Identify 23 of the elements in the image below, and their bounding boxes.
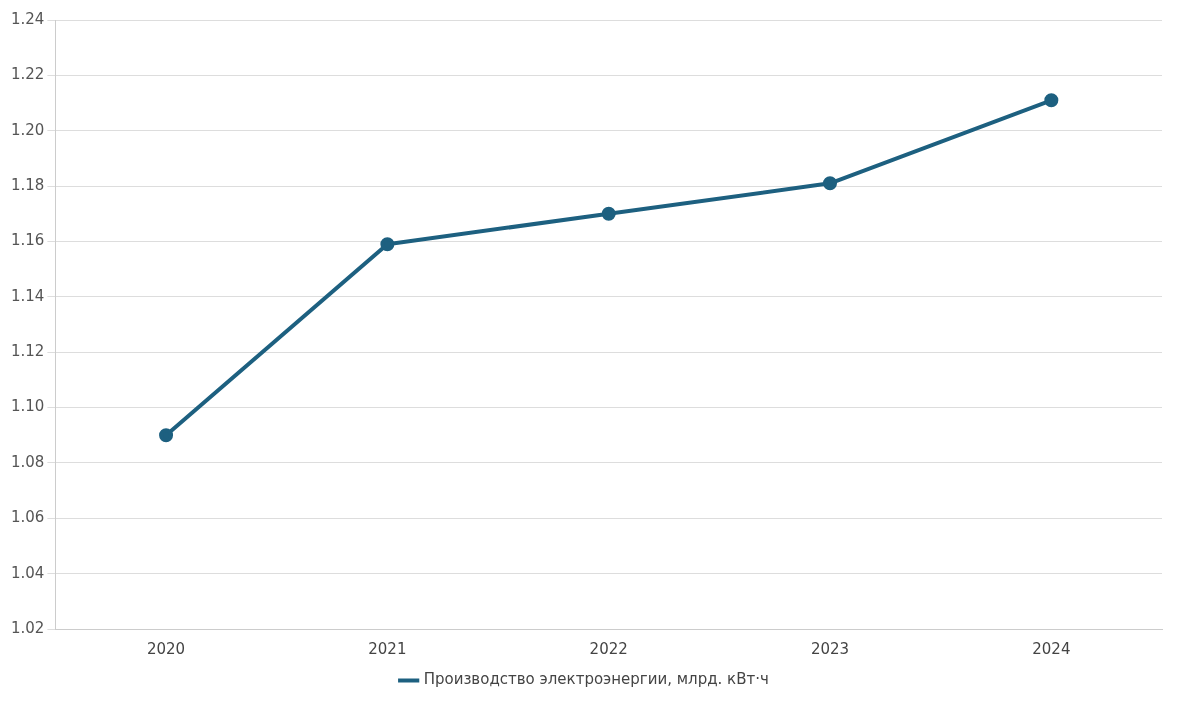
x-tick-label: 2021	[368, 639, 407, 658]
x-tick-label: 2023	[810, 639, 850, 658]
point	[159, 428, 174, 443]
x-tick-label: 2020	[146, 639, 186, 658]
y-tick-label: 1.20	[10, 120, 45, 139]
y-tick-label: 1.16	[10, 231, 45, 250]
point	[380, 237, 395, 252]
y-tick-label: 1.12	[10, 342, 45, 361]
y-tick-label: 1.06	[10, 508, 45, 527]
y-tick-label: 1.22	[10, 65, 45, 84]
legend-label: Производство электроэнергии, млрд. кВт·ч	[423, 670, 769, 689]
y-tick-label: 1.02	[10, 618, 45, 637]
point	[823, 176, 838, 191]
y-tick-label: 1.10	[10, 397, 45, 416]
y-tick-label: 1.04	[10, 563, 45, 582]
y-tick-label: 1.24	[10, 9, 45, 28]
x-tick-label: 2024	[1032, 639, 1071, 658]
x-tick-label: 2022	[589, 639, 628, 658]
y-tick-label: 1.08	[10, 452, 45, 471]
point	[601, 206, 616, 221]
y-tick-label: 1.18	[10, 175, 45, 194]
y-tick-label: 1.14	[10, 286, 45, 305]
point	[1044, 93, 1059, 108]
